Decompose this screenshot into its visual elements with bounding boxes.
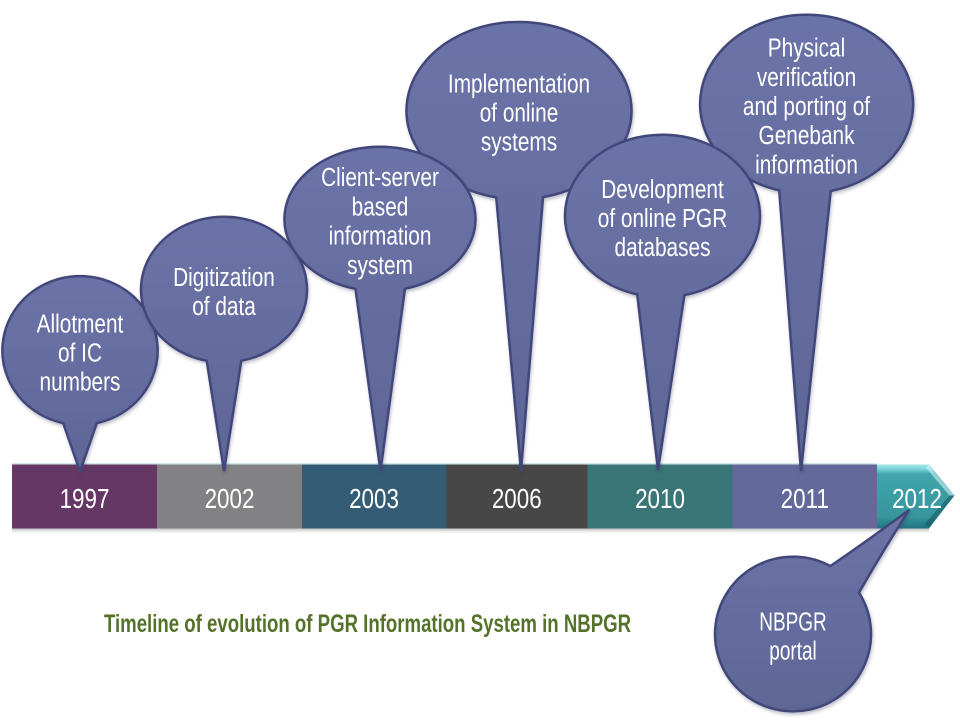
- svg-text:Timeline of evolution of PGR I: Timeline of evolution of PGR Information…: [104, 609, 631, 637]
- svg-text:2010: 2010: [635, 484, 685, 515]
- svg-text:1997: 1997: [60, 484, 110, 515]
- svg-text:2011: 2011: [781, 484, 829, 515]
- svg-text:2002: 2002: [205, 484, 255, 515]
- svg-text:2012: 2012: [892, 484, 942, 515]
- svg-text:2003: 2003: [349, 484, 399, 515]
- svg-text:2006: 2006: [492, 484, 542, 515]
